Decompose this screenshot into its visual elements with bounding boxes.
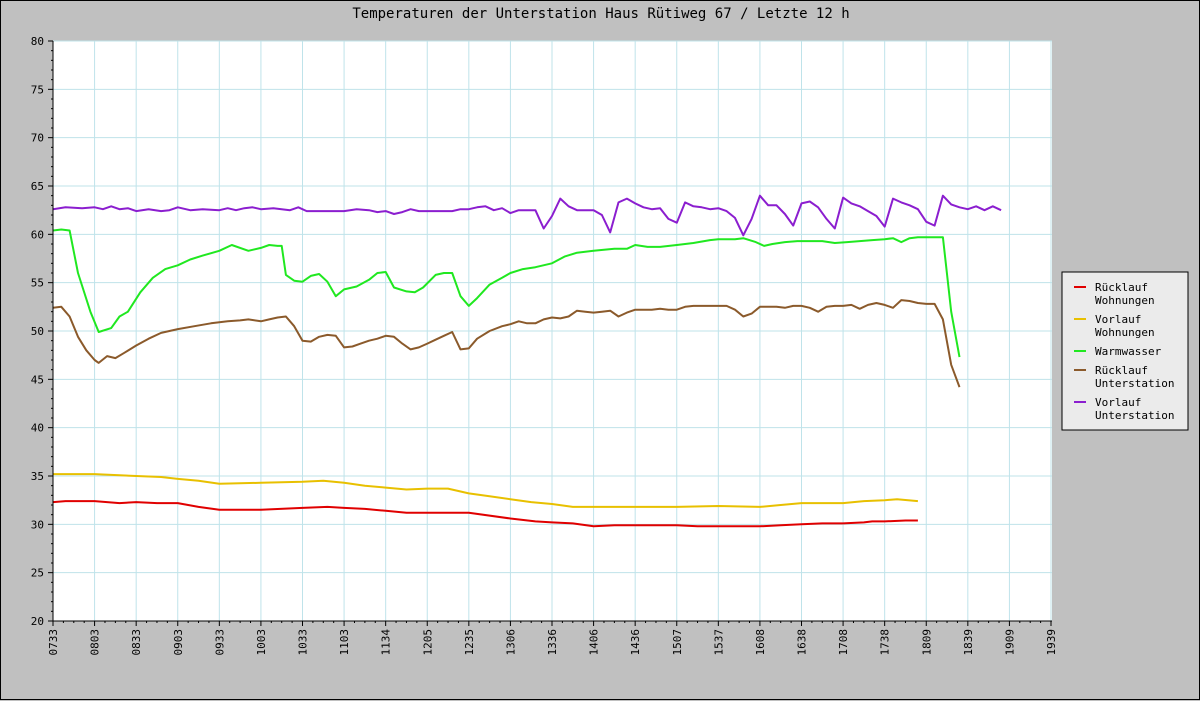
chart-title: Temperaturen der Unterstation Haus Rütiw… xyxy=(352,6,849,22)
legend-label-1: Wohnungen xyxy=(1095,294,1155,307)
x-tick-label: 1003 xyxy=(255,629,268,656)
y-tick-label: 20 xyxy=(31,615,44,628)
y-tick-label: 25 xyxy=(31,567,44,580)
legend-label-4: Rücklauf xyxy=(1095,364,1148,377)
x-tick-label: 1205 xyxy=(421,629,434,656)
grid xyxy=(53,40,1052,621)
y-tick-label: 35 xyxy=(31,470,44,483)
y-tick-label: 60 xyxy=(31,228,44,241)
series-line-1 xyxy=(53,500,918,528)
y-tick-label: 30 xyxy=(31,518,44,531)
series-lines xyxy=(53,194,1002,528)
y-axis-ticks: 20 25 30 35 40 45 50 55 60 65 70 75 80 xyxy=(31,35,53,628)
x-tick-label: 1738 xyxy=(879,629,892,656)
x-tick-label: 1436 xyxy=(629,629,642,656)
legend-label-1: Rücklauf xyxy=(1095,281,1148,294)
legend-label-2: Wohnungen xyxy=(1095,326,1155,339)
y-tick-label: 80 xyxy=(31,35,44,48)
legend-label-5: Vorlauf xyxy=(1095,396,1141,409)
x-tick-label: 1608 xyxy=(754,629,767,656)
y-tick-label: 55 xyxy=(31,277,44,290)
y-tick-label: 75 xyxy=(31,83,44,96)
series-line-4 xyxy=(53,299,961,388)
series-line-5 xyxy=(53,194,1002,237)
x-tick-label: 1909 xyxy=(1003,629,1016,656)
x-tick-label: 1134 xyxy=(380,629,393,656)
x-tick-label: 0803 xyxy=(89,629,102,656)
y-tick-label: 45 xyxy=(31,373,44,386)
x-tick-label: 1336 xyxy=(546,629,559,656)
x-tick-label: 0733 xyxy=(47,629,60,656)
legend: RücklaufWohnungenVorlaufWohnungenWarmwas… xyxy=(1061,271,1189,431)
y-tick-label: 50 xyxy=(31,325,44,338)
legend-label-2: Vorlauf xyxy=(1095,313,1141,326)
series-line-3 xyxy=(53,228,961,358)
x-tick-label: 1235 xyxy=(463,629,476,656)
legend-label-4: Unterstation xyxy=(1095,377,1174,390)
x-tick-label: 1537 xyxy=(712,629,725,656)
x-tick-label: 1033 xyxy=(297,629,310,656)
y-tick-label: 40 xyxy=(31,422,44,435)
legend-label-5: Unterstation xyxy=(1095,409,1174,422)
x-tick-label: 1708 xyxy=(837,629,850,656)
x-tick-label: 0833 xyxy=(130,629,143,656)
x-tick-label: 1809 xyxy=(920,629,933,656)
x-tick-label: 1939 xyxy=(1045,629,1058,656)
x-tick-label: 1507 xyxy=(671,629,684,656)
x-tick-label: 1839 xyxy=(962,629,975,656)
legend-label-3: Warmwasser xyxy=(1095,345,1162,358)
x-tick-label: 0933 xyxy=(213,629,226,656)
y-tick-label: 65 xyxy=(31,180,44,193)
x-tick-label: 1103 xyxy=(338,629,351,656)
series-line-2 xyxy=(53,473,918,508)
y-tick-label: 70 xyxy=(31,132,44,145)
x-tick-label: 0903 xyxy=(172,629,185,656)
x-tick-label: 1306 xyxy=(504,629,517,656)
x-axis-ticks: 0733 0803 0833 0903 0933 1003 1033 1103 1134 1205… xyxy=(47,621,1058,656)
x-tick-label: 1638 xyxy=(796,629,809,656)
x-tick-label: 1406 xyxy=(588,629,601,656)
